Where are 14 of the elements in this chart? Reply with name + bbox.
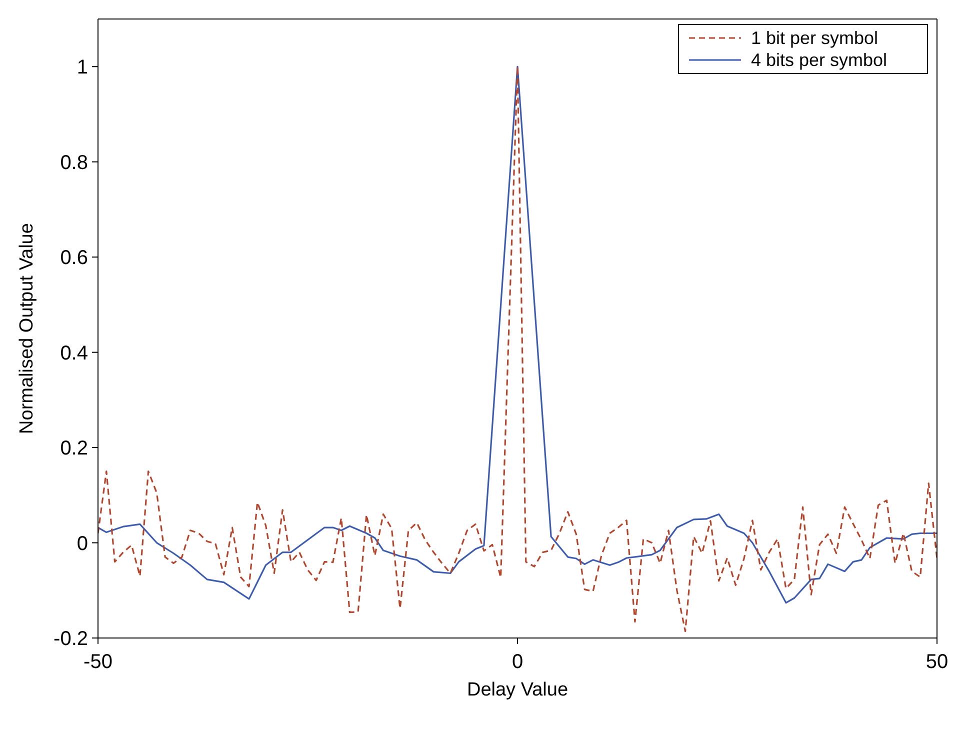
y-tick-label: 1 <box>76 56 88 79</box>
x-axis-title: Delay Value <box>466 679 568 700</box>
legend-label: 1 bit per symbol <box>751 27 878 49</box>
y-tick-label: 0.2 <box>60 438 88 460</box>
y-tick-label: 0.4 <box>60 342 88 364</box>
y-tick-label: 0.8 <box>60 152 88 174</box>
legend-label: 4 bits per symbol <box>751 49 888 71</box>
x-tick-label: 0 <box>512 651 524 674</box>
y-tick-label: -0.2 <box>54 628 88 650</box>
y-axis-title: Normalised Output Value <box>16 223 38 434</box>
x-tick-label: -50 <box>84 651 112 674</box>
y-tick-label: 0 <box>76 532 88 555</box>
y-tick-label: 0.6 <box>60 247 88 270</box>
x-tick-label: 50 <box>926 651 948 674</box>
